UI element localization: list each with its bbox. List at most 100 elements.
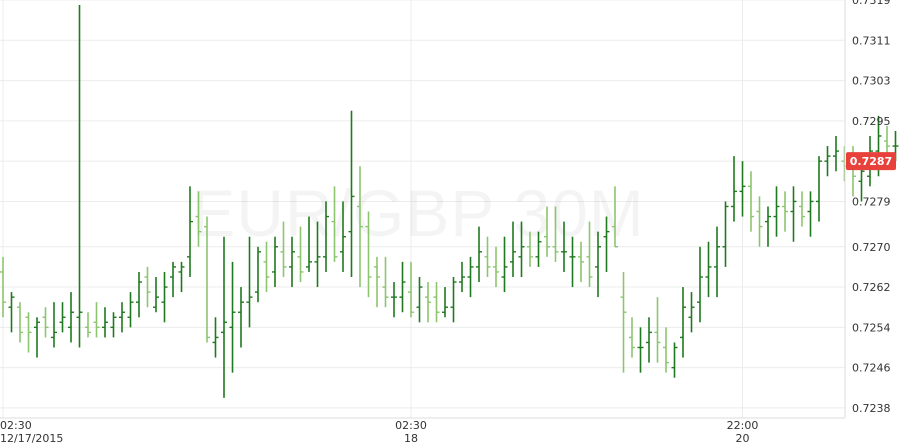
ohlc-bar: [603, 216, 610, 272]
current-price-badge-bg: [846, 152, 896, 171]
ohlc-bar: [535, 231, 542, 267]
x-tick-date: 12/17/2015: [0, 432, 63, 445]
ohlc-bar: [527, 231, 533, 267]
y-axis: 0.7319 0.7311 0.7303 0.7295 0.7287 0.7279 0.72…: [844, 0, 891, 418]
ohlc-bar: [127, 292, 134, 328]
y-tick-label: 0.7270: [852, 241, 891, 254]
ohlc-bar: [595, 231, 601, 298]
y-tick-label: 0.7295: [852, 115, 891, 128]
ohlc-bar: [654, 297, 661, 363]
ohlc-bar: [153, 276, 159, 313]
x-tick-date: 20: [736, 432, 750, 445]
ohlc-bar: [229, 261, 236, 373]
y-tick-label: 0.7238: [852, 402, 891, 415]
ohlc-bar: [323, 201, 329, 272]
ohlc-bar: [442, 287, 448, 318]
x-tick-time: 22:00: [727, 419, 759, 432]
ohlc-bar: [391, 282, 397, 318]
ohlc-bar: [756, 196, 763, 247]
y-tick-label: 0.7254: [852, 321, 891, 334]
y-tick-label: 0.7246: [852, 362, 891, 375]
ohlc-bar: [93, 302, 100, 338]
ohlc-bar: [340, 201, 346, 272]
ohlc-bar: [510, 221, 516, 277]
ohlc-bar: [68, 292, 74, 343]
ohlc-bar: [263, 241, 270, 293]
x-tick-time: 02:30: [0, 419, 32, 432]
ohlc-bar: [221, 236, 227, 398]
ohlc-bar: [637, 327, 644, 373]
ohlc-bar: [484, 236, 491, 277]
ohlc-bar: [85, 312, 91, 338]
ohlc-bar: [238, 287, 244, 348]
ohlc-bar: [578, 241, 584, 283]
ohlc-bar: [544, 206, 550, 257]
ohlc-bar: [170, 261, 176, 298]
ohlc-bar: [102, 307, 108, 338]
ohlc-bar: [493, 246, 499, 288]
ohlc-bar: [34, 317, 40, 358]
ohlc-bar: [680, 287, 686, 358]
ohlc-bar: [569, 236, 576, 288]
ohlc-bar: [110, 312, 117, 338]
ohlc-bar: [561, 221, 567, 272]
ohlc-bar: [714, 226, 720, 298]
ohlc-bar: [212, 317, 219, 358]
ohlc-bar: [782, 191, 788, 232]
ohlc-bar: [280, 221, 287, 277]
y-tick-label: 0.7319: [852, 0, 891, 7]
ohlc-bar: [748, 171, 754, 232]
ohlc-bar: [552, 206, 559, 262]
ohlc-bar: [765, 206, 771, 247]
ohlc-bar: [399, 261, 406, 313]
ohlc-bar: [272, 236, 278, 288]
y-tick-label: 0.7279: [852, 195, 891, 208]
ohlc-bar: [76, 5, 83, 348]
ohlc-bar: [314, 221, 321, 288]
chart-watermark: EUR/GBP 30M: [191, 176, 645, 250]
ohlc-bar: [119, 302, 125, 333]
ohlc-bar: [136, 271, 142, 318]
ohlc-bar: [773, 186, 780, 237]
ohlc-bar: [331, 186, 338, 262]
y-tick-label: 0.7311: [852, 34, 891, 47]
ohlc-bar: [195, 191, 202, 247]
ohlc-bar: [246, 236, 253, 328]
ohlc-bar: [816, 156, 822, 222]
ohlc-bar: [297, 226, 304, 283]
ohlc-bar: [357, 166, 363, 288]
ohlc-bar: [705, 241, 712, 298]
ohlc-bar: [731, 156, 737, 222]
ohlc-bar: [467, 256, 474, 298]
ohlc-bar: [8, 292, 15, 333]
ohlc-bar: [790, 186, 797, 242]
ohlc-bar: [646, 317, 652, 363]
ohlc-bar: [255, 246, 261, 303]
ohlc-bar: [0, 256, 6, 318]
ohlc-bar: [187, 186, 193, 277]
ohlc-bar: [408, 261, 414, 318]
current-price-value: 0.7287: [850, 155, 892, 168]
y-tick-label: 0.7262: [852, 281, 891, 294]
ohlc-bar: [824, 146, 831, 177]
ohlc-bar: [348, 110, 355, 277]
ohlc-bar: [51, 302, 57, 348]
x-tick-date: 18: [404, 432, 418, 445]
ohlc-bar: [365, 211, 372, 298]
ohlc-bar: [161, 271, 168, 323]
ohlc-bar: [612, 186, 618, 248]
ohlc-bar: [450, 276, 457, 323]
ohlc-bar: [59, 302, 66, 333]
ohlc-bar: [289, 236, 295, 288]
ohlc-bar: [739, 161, 746, 217]
ohlc-bar: [586, 221, 593, 288]
ohlc-bar: [799, 191, 805, 227]
ohlc-bar: [476, 226, 482, 283]
ohlc-bar: [374, 256, 380, 308]
ohlc-bar: [722, 201, 729, 267]
ohlc-bar: [178, 261, 185, 293]
ohlc-bar: [671, 342, 678, 378]
ohlc-bar: [306, 216, 312, 272]
